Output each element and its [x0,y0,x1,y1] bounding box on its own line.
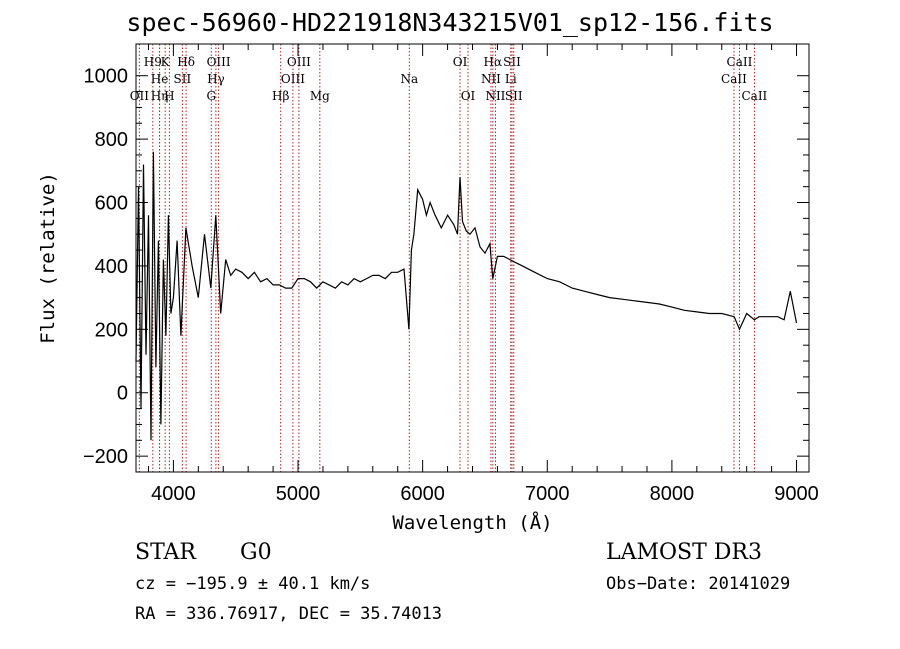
spectrum-line [135,151,798,441]
chart-title: spec-56960-HD221918N343215V01_sp12-156.f… [126,8,774,37]
line-label: Mg [310,89,330,103]
x-tick-label: 5000 [276,483,321,505]
line-label: Na [400,72,418,86]
line-label: H [164,89,174,103]
x-tick-label: 6000 [400,483,445,505]
x-tick-label: 4000 [151,483,196,505]
line-label: CaII [727,55,753,69]
line-label: NII [481,72,501,86]
y-tick-label: 800 [95,129,128,151]
y-tick-label: 0 [117,383,128,405]
redshift-readout: cz = −195.9 ± 40.1 km/s [135,574,371,594]
y-tick-label: −200 [83,446,128,468]
x-axis-label: Wavelength (Å) [392,511,552,534]
coordinates-readout: RA = 336.76917, DEC = 35.74013 [135,604,443,624]
line-label: K [161,55,171,69]
line-label: He [151,72,169,86]
line-label: G [206,89,216,103]
line-label: Hγ [207,72,225,86]
line-label: Hδ [177,55,195,69]
x-tick-label: 9000 [774,483,819,505]
line-label: CaII [741,89,767,103]
survey-name: LAMOST DR3 [606,540,762,565]
x-tick-label: 8000 [650,483,695,505]
x-tick-label: 7000 [525,483,570,505]
line-label: OI [461,89,476,103]
y-tick-label: 200 [95,319,128,341]
y-tick-label: 1000 [84,66,129,88]
observation-date: Obs−Date: 20141029 [606,574,791,594]
object-subclass: G0 [240,540,272,565]
line-label: CaII [721,72,747,86]
line-label: Hη [151,89,169,103]
line-label: SII [503,55,521,69]
y-axis-label: Flux (relative) [37,172,59,344]
line-label: SII [505,89,523,103]
line-label: SII [174,72,192,86]
line-label: OII [130,89,150,103]
line-label: OIII [207,55,231,69]
line-label: OI [453,55,468,69]
line-label: Hβ [272,89,289,103]
line-label: H9 [144,55,162,69]
line-label: Li [505,72,517,86]
line-label: Hα [484,55,503,69]
line-label: OIII [287,55,311,69]
line-label: NII [485,89,505,103]
y-tick-label: 400 [95,256,128,278]
y-tick-label: 600 [95,193,128,215]
plot-frame [135,43,810,473]
object-class: STAR [135,540,196,565]
line-label: OIII [281,72,305,86]
